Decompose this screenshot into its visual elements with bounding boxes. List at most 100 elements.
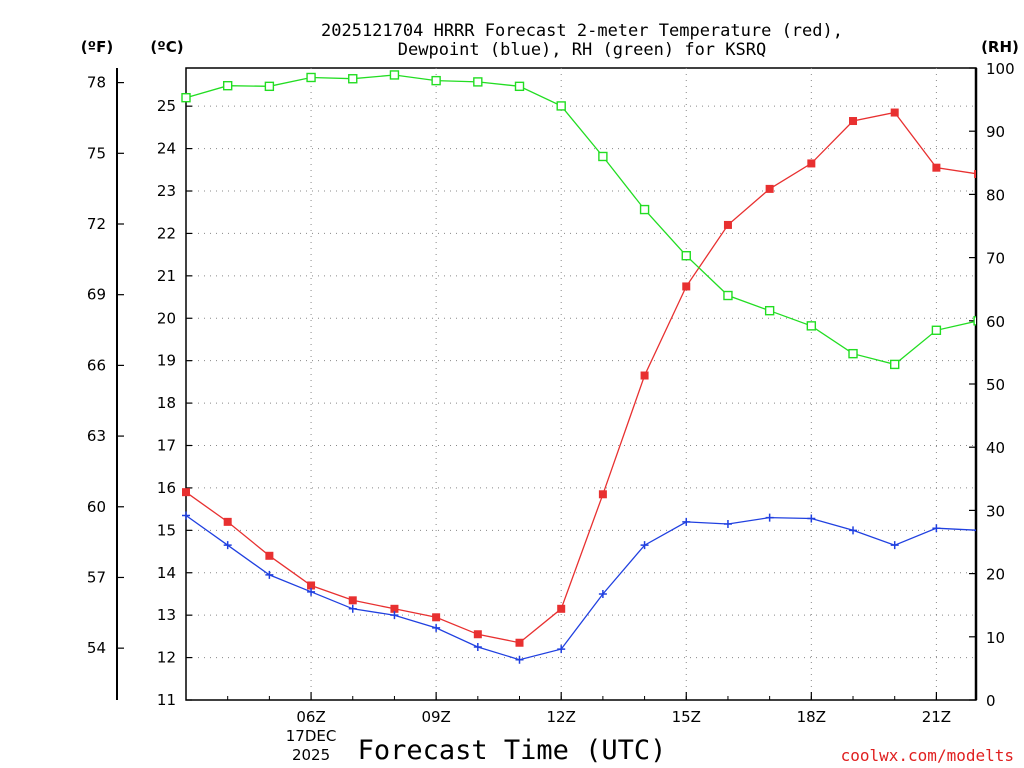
dewpoint-point <box>348 604 357 613</box>
dewpoint-point <box>307 587 316 596</box>
rh-point <box>639 204 650 215</box>
celsius-tick-label: 20 <box>157 309 176 327</box>
dewpoint-point <box>182 511 190 520</box>
rh-tick-label: 50 <box>986 376 1005 394</box>
temperature-point <box>807 159 816 168</box>
unit-label-fahrenheit: (ºF) <box>81 38 113 56</box>
rh-point <box>348 74 358 84</box>
dewpoint-point <box>932 524 941 533</box>
dewpoint-point <box>432 623 441 632</box>
unit-label-rh: (RH) <box>981 38 1019 56</box>
fahrenheit-tick-label: 63 <box>87 427 106 445</box>
temperature-point <box>640 371 649 380</box>
temperature-point <box>182 488 190 497</box>
fahrenheit-tick-label: 54 <box>87 639 106 657</box>
dewpoint-point <box>598 589 607 598</box>
plot-frame <box>185 67 977 701</box>
rh-tick-label: 60 <box>986 313 1005 331</box>
x-tick-label: 15Z <box>672 708 701 726</box>
temperature-point <box>598 490 607 499</box>
rh-point <box>973 316 976 326</box>
rh-point <box>222 80 233 91</box>
temperature-line <box>185 111 976 644</box>
dewpoint-point <box>807 514 816 523</box>
celsius-tick-label: 22 <box>157 224 176 242</box>
axis-ticks: 11 12 13 14 15 16 17 18 19 20 21 22 23 24 25 54 57 60 63 66… <box>87 60 1015 764</box>
x-tick-label: 12Z <box>547 708 576 726</box>
celsius-tick-label: 25 <box>157 97 176 115</box>
x-tick-year-label: 2025 <box>292 746 330 764</box>
rh-point <box>806 321 817 331</box>
x-tick-date-label: 17DEC <box>286 727 337 745</box>
chart-title-line2: Dewpoint (blue), RH (green) for KSRQ <box>398 40 766 60</box>
rh-line <box>185 74 976 366</box>
temperature-point <box>432 613 441 622</box>
celsius-tick-label: 19 <box>157 352 176 370</box>
fahrenheit-tick-label: 75 <box>87 144 106 162</box>
dewpoint-point <box>223 541 232 550</box>
rh-point <box>931 325 942 335</box>
dewpoint-point <box>515 655 524 664</box>
rh-point <box>473 77 483 87</box>
rh-point <box>556 101 566 111</box>
celsius-tick-label: 24 <box>157 140 176 158</box>
rh-tick-label: 70 <box>986 250 1005 268</box>
celsius-tick-label: 21 <box>157 267 176 285</box>
temperature-point <box>307 581 316 590</box>
celsius-tick-label: 15 <box>157 521 176 539</box>
x-axis-label: Forecast Time (UTC) <box>358 735 667 766</box>
temperature-point <box>265 551 274 560</box>
celsius-tick-label: 11 <box>157 691 176 709</box>
rh-point <box>264 81 275 92</box>
temperature-point <box>890 108 899 117</box>
rh-point <box>181 93 191 103</box>
celsius-tick-label: 14 <box>157 564 176 582</box>
rh-point <box>598 151 608 162</box>
temperature-point <box>223 517 232 526</box>
rh-point <box>723 290 733 301</box>
temperature-point <box>932 163 941 172</box>
rh-point <box>514 81 525 92</box>
temperature-point <box>390 604 399 613</box>
data-series <box>181 70 976 664</box>
x-tick-label: 18Z <box>797 708 826 726</box>
rh-point <box>890 359 900 370</box>
rh-tick-label: 10 <box>986 629 1005 647</box>
temperature-point <box>974 170 976 179</box>
rh-tick-label: 40 <box>986 439 1005 457</box>
fahrenheit-tick-label: 60 <box>87 498 106 516</box>
fahrenheit-tick-label: 72 <box>87 215 106 233</box>
unit-label-celsius: (ºC) <box>150 38 183 56</box>
rh-point <box>306 72 316 83</box>
rh-tick-label: 90 <box>986 123 1005 141</box>
fahrenheit-tick-label: 69 <box>87 286 106 304</box>
rh-tick-label: 80 <box>986 186 1005 204</box>
dewpoint-point <box>974 529 976 532</box>
dewpoint-line <box>185 514 976 661</box>
rh-point <box>389 70 400 80</box>
celsius-tick-label: 13 <box>157 606 176 624</box>
chart-title-line1: 2025121704 HRRR Forecast 2-meter Tempera… <box>321 21 843 41</box>
rh-point <box>681 251 691 261</box>
credit-link[interactable]: coolwx.com/modelts <box>841 746 1014 765</box>
grid-lines <box>186 68 976 700</box>
rh-point <box>764 305 775 316</box>
rh-tick-label: 100 <box>986 60 1015 78</box>
temperature-point <box>348 596 357 605</box>
x-tick-label: 09Z <box>421 708 450 726</box>
temperature-point <box>723 220 732 229</box>
dewpoint-point <box>390 611 399 620</box>
dewpoint-point <box>640 541 649 550</box>
temperature-point <box>557 604 566 613</box>
dewpoint-point <box>265 570 274 579</box>
dewpoint-point <box>765 513 774 522</box>
celsius-tick-label: 12 <box>157 649 176 667</box>
temperature-point <box>515 638 524 647</box>
fahrenheit-tick-label: 57 <box>87 568 106 586</box>
dewpoint-point <box>723 519 732 528</box>
rh-tick-label: 30 <box>986 502 1005 520</box>
rh-point <box>848 348 858 359</box>
dewpoint-point <box>890 541 899 550</box>
celsius-tick-label: 16 <box>157 479 176 497</box>
